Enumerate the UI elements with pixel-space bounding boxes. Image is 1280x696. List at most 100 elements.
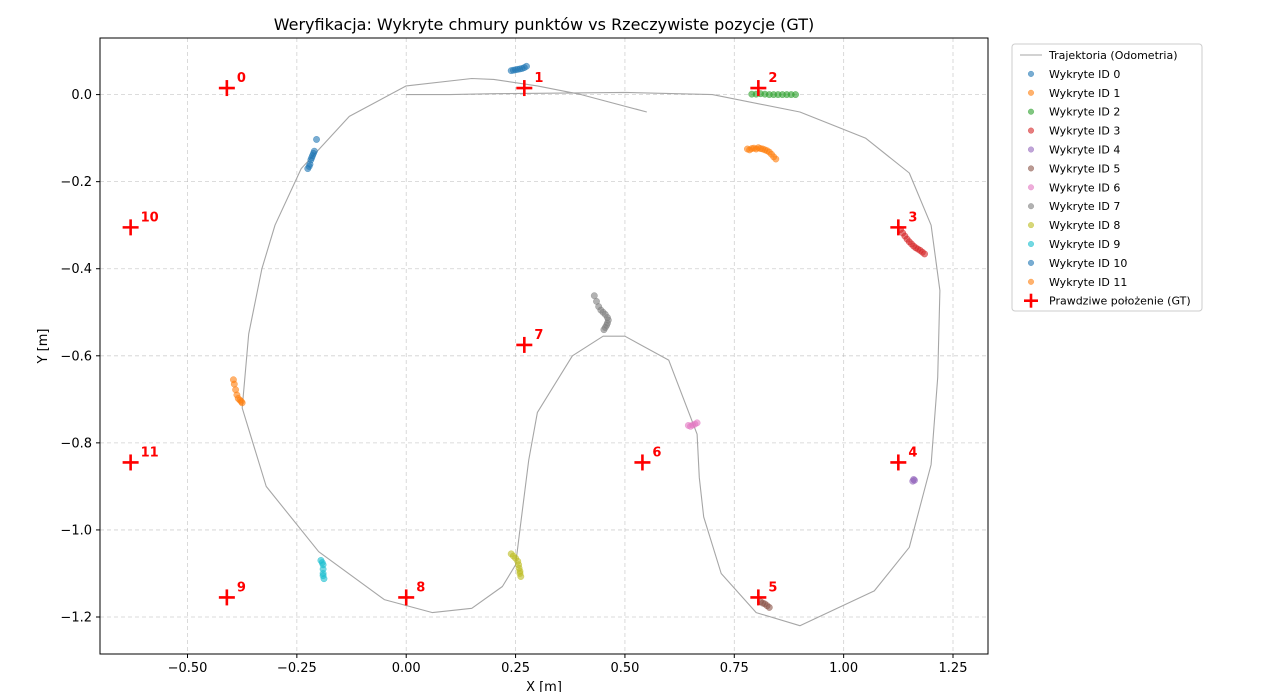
scatter-point (921, 250, 929, 258)
legend-item-series-2: Wykryte ID 2 (1027, 106, 1120, 119)
x-tick-label: 0.25 (501, 661, 530, 676)
legend-marker-swatch (1027, 146, 1035, 153)
x-axis-ticks: −0.50 −0.25 0.00 0.25 0.50 0.75 1.00 1.25 (168, 654, 968, 676)
legend-box (1011, 43, 1203, 312)
series-4 (909, 475, 918, 485)
scatter-layer (229, 62, 929, 611)
gt-label: 9 (237, 580, 246, 595)
legend-item-series-8: Wykryte ID 8 (1027, 219, 1120, 232)
legend-marker-swatch (1027, 127, 1035, 134)
legend-item-series-5: Wykryte ID 5 (1027, 162, 1120, 175)
legend-items: Trajektoria (Odometria) Wykryte ID 0 Wykry… (1020, 49, 1191, 308)
ground-truth-layer: 0 1 2 3 4 5 6 7 8 9 10 11 (122, 71, 917, 606)
series-0 (304, 62, 530, 173)
gt-label: 2 (768, 71, 777, 86)
legend-marker-swatch (1027, 70, 1035, 77)
chart-title: Weryfikacja: Wykryte chmury punktów vs R… (274, 15, 814, 34)
trajectory-layer (241, 77, 941, 627)
trajectory-line (241, 77, 941, 627)
scatter-point (523, 62, 530, 70)
legend-marker-swatch (1027, 259, 1035, 266)
y-tick-label: 0.0 (71, 88, 92, 103)
legend-label: Wykryte ID 9 (1049, 238, 1120, 251)
scatter-point (909, 477, 917, 485)
legend-label: Wykryte ID 0 (1049, 68, 1120, 81)
gt-label: 8 (416, 580, 425, 595)
gt-label: 4 (908, 445, 917, 460)
legend-item-series-11: Wykryte ID 11 (1027, 276, 1127, 289)
y-tick-label: −1.0 (60, 523, 92, 538)
gt-label: 6 (652, 445, 661, 460)
legend-label: Wykryte ID 2 (1049, 106, 1120, 119)
legend-label: Wykryte ID 4 (1049, 144, 1120, 157)
x-tick-label: 1.25 (939, 661, 968, 676)
y-axis-label: Y [m] (36, 329, 51, 365)
scatter-point (313, 135, 320, 143)
scatter-point (517, 573, 525, 580)
legend-marker-swatch (1027, 165, 1035, 172)
legend-marker-swatch (1027, 278, 1035, 285)
legend-label: Wykryte ID 8 (1049, 219, 1120, 232)
gt-label: 11 (141, 445, 159, 460)
legend-label: Trajektoria (Odometria) (1048, 49, 1178, 62)
legend-item-trajectory: Trajektoria (Odometria) (1020, 49, 1178, 62)
y-tick-label: −0.2 (60, 175, 92, 190)
y-tick-label: −0.6 (60, 349, 92, 364)
legend-item-series-7: Wykryte ID 7 (1027, 200, 1120, 213)
legend-item-ground-truth: Prawdziwe położenie (GT) (1024, 293, 1191, 308)
legend-label: Wykryte ID 11 (1049, 276, 1127, 289)
x-tick-label: 0.00 (392, 661, 421, 676)
scatter-point (792, 91, 799, 99)
scatter-point (238, 399, 246, 407)
legend-label: Prawdziwe położenie (GT) (1049, 295, 1191, 308)
scatter-point (230, 380, 238, 388)
x-tick-label: 0.50 (610, 661, 639, 676)
gt-label: 1 (534, 71, 543, 86)
legend-item-series-3: Wykryte ID 3 (1027, 125, 1120, 138)
legend-item-series-0: Wykryte ID 0 (1027, 68, 1120, 81)
y-tick-label: −0.4 (60, 262, 92, 277)
legend-label: Wykryte ID 1 (1049, 87, 1120, 100)
legend-marker-swatch (1027, 184, 1035, 191)
legend: Trajektoria (Odometria) Wykryte ID 0 Wykry… (1011, 43, 1203, 312)
legend-item-series-1: Wykryte ID 1 (1027, 87, 1120, 100)
gt-label: 0 (237, 71, 246, 86)
series-2 (748, 90, 799, 99)
x-tick-label: 0.75 (720, 661, 749, 676)
scatter-point (600, 326, 608, 334)
scatter-point (693, 419, 701, 427)
y-axis-ticks: 0.0 −0.2 −0.4 −0.6 −0.8 −1.0 −1.2 (60, 88, 100, 625)
scatter-point (310, 147, 318, 155)
gt-label: 10 (141, 210, 159, 225)
x-tick-label: 1.00 (829, 661, 858, 676)
legend-label: Wykryte ID 6 (1049, 181, 1120, 194)
legend-item-series-6: Wykryte ID 6 (1027, 181, 1120, 194)
legend-label: Wykryte ID 7 (1049, 200, 1120, 213)
legend-marker-swatch (1027, 203, 1035, 210)
series-8 (507, 550, 525, 580)
legend-label: Wykryte ID 10 (1049, 257, 1127, 270)
x-tick-label: −0.25 (277, 661, 317, 676)
scatter-point (772, 155, 780, 163)
legend-item-series-4: Wykryte ID 4 (1027, 144, 1120, 157)
series-1 (743, 144, 780, 163)
series-11 (229, 376, 246, 407)
legend-label: Wykryte ID 3 (1049, 125, 1120, 138)
y-tick-label: −0.8 (60, 436, 92, 451)
legend-marker-swatch (1027, 222, 1035, 229)
plot-area-frame (99, 37, 989, 655)
legend-item-series-10: Wykryte ID 10 (1027, 257, 1127, 270)
x-tick-label: −0.50 (168, 661, 208, 676)
series-3 (897, 226, 929, 258)
y-tick-label: −1.2 (60, 610, 92, 625)
series-9 (317, 556, 328, 583)
legend-item-series-9: Wykryte ID 9 (1027, 238, 1120, 251)
grid (100, 38, 988, 654)
legend-marker-swatch (1027, 240, 1035, 248)
gt-label: 7 (534, 328, 543, 343)
gt-label: 5 (768, 580, 777, 595)
legend-marker-swatch (1027, 89, 1035, 96)
legend-marker-swatch (1027, 108, 1035, 115)
